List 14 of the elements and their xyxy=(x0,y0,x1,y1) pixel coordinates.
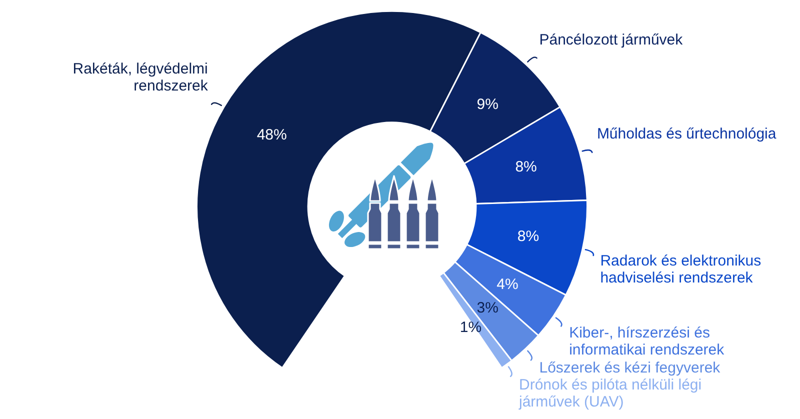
data-label: 9% xyxy=(476,96,498,113)
slice-label: Radarok és elektronikus hadviselési rendszerek xyxy=(600,252,762,287)
slice-label: Kiber-, hírszerzési és informatikai rendszerek xyxy=(569,324,725,359)
data-label: 4% xyxy=(496,276,518,293)
data-label: 8% xyxy=(517,228,540,245)
slice-label: Lőszerek és kézi fegyverek xyxy=(539,360,721,377)
data-label: 1% xyxy=(460,318,482,336)
data-label: 8% xyxy=(515,158,537,176)
slice-label: Drónok és pilóta nélküli légi járművek (UAV) xyxy=(518,376,702,410)
data-label: 3% xyxy=(476,299,498,316)
data-label: 48% xyxy=(256,126,287,144)
slice-label: Páncélozott járművek xyxy=(539,31,684,48)
slice-label: Műholdas és űrtechnológia xyxy=(596,126,777,143)
slice-label: Rakéták, légvédelmi rendszerek xyxy=(72,60,208,95)
